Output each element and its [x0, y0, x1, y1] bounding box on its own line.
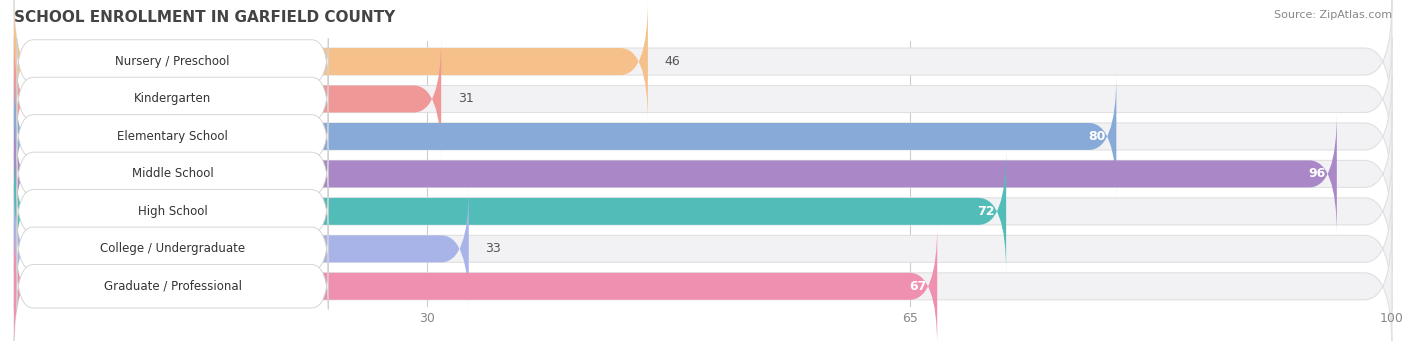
- Text: College / Undergraduate: College / Undergraduate: [100, 242, 245, 255]
- FancyBboxPatch shape: [17, 263, 328, 310]
- FancyBboxPatch shape: [14, 225, 938, 341]
- FancyBboxPatch shape: [17, 151, 328, 197]
- Text: 46: 46: [665, 55, 681, 68]
- FancyBboxPatch shape: [14, 113, 1392, 235]
- FancyBboxPatch shape: [17, 188, 328, 235]
- Text: Source: ZipAtlas.com: Source: ZipAtlas.com: [1274, 10, 1392, 20]
- FancyBboxPatch shape: [14, 38, 1392, 160]
- FancyBboxPatch shape: [14, 75, 1116, 198]
- Text: 67: 67: [908, 280, 927, 293]
- FancyBboxPatch shape: [14, 75, 1392, 198]
- FancyBboxPatch shape: [14, 150, 1392, 273]
- FancyBboxPatch shape: [17, 226, 328, 272]
- Text: SCHOOL ENROLLMENT IN GARFIELD COUNTY: SCHOOL ENROLLMENT IN GARFIELD COUNTY: [14, 10, 395, 25]
- Text: 72: 72: [977, 205, 995, 218]
- Text: Middle School: Middle School: [132, 167, 214, 180]
- FancyBboxPatch shape: [14, 188, 468, 310]
- FancyBboxPatch shape: [14, 0, 648, 123]
- FancyBboxPatch shape: [14, 225, 1392, 341]
- Text: Nursery / Preschool: Nursery / Preschool: [115, 55, 229, 68]
- Text: Kindergarten: Kindergarten: [134, 92, 211, 105]
- Text: 31: 31: [458, 92, 474, 105]
- FancyBboxPatch shape: [14, 113, 1337, 235]
- FancyBboxPatch shape: [17, 76, 328, 122]
- Text: Graduate / Professional: Graduate / Professional: [104, 280, 242, 293]
- Text: 96: 96: [1309, 167, 1326, 180]
- FancyBboxPatch shape: [17, 113, 328, 160]
- Text: Elementary School: Elementary School: [117, 130, 228, 143]
- FancyBboxPatch shape: [17, 38, 328, 85]
- Text: High School: High School: [138, 205, 208, 218]
- FancyBboxPatch shape: [14, 150, 1007, 273]
- Text: 33: 33: [485, 242, 501, 255]
- FancyBboxPatch shape: [14, 38, 441, 160]
- FancyBboxPatch shape: [14, 0, 1392, 123]
- Text: 80: 80: [1088, 130, 1105, 143]
- FancyBboxPatch shape: [14, 188, 1392, 310]
